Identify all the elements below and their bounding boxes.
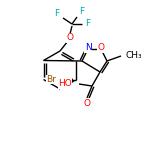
Text: HO: HO bbox=[58, 79, 72, 88]
Text: CH₃: CH₃ bbox=[125, 52, 142, 60]
Text: F: F bbox=[85, 19, 91, 29]
Text: O: O bbox=[67, 33, 74, 43]
Text: O: O bbox=[83, 98, 90, 107]
Text: N: N bbox=[85, 43, 91, 52]
Text: F: F bbox=[54, 9, 60, 19]
Text: F: F bbox=[79, 7, 85, 17]
Text: Br: Br bbox=[47, 75, 56, 84]
Text: O: O bbox=[97, 43, 105, 52]
